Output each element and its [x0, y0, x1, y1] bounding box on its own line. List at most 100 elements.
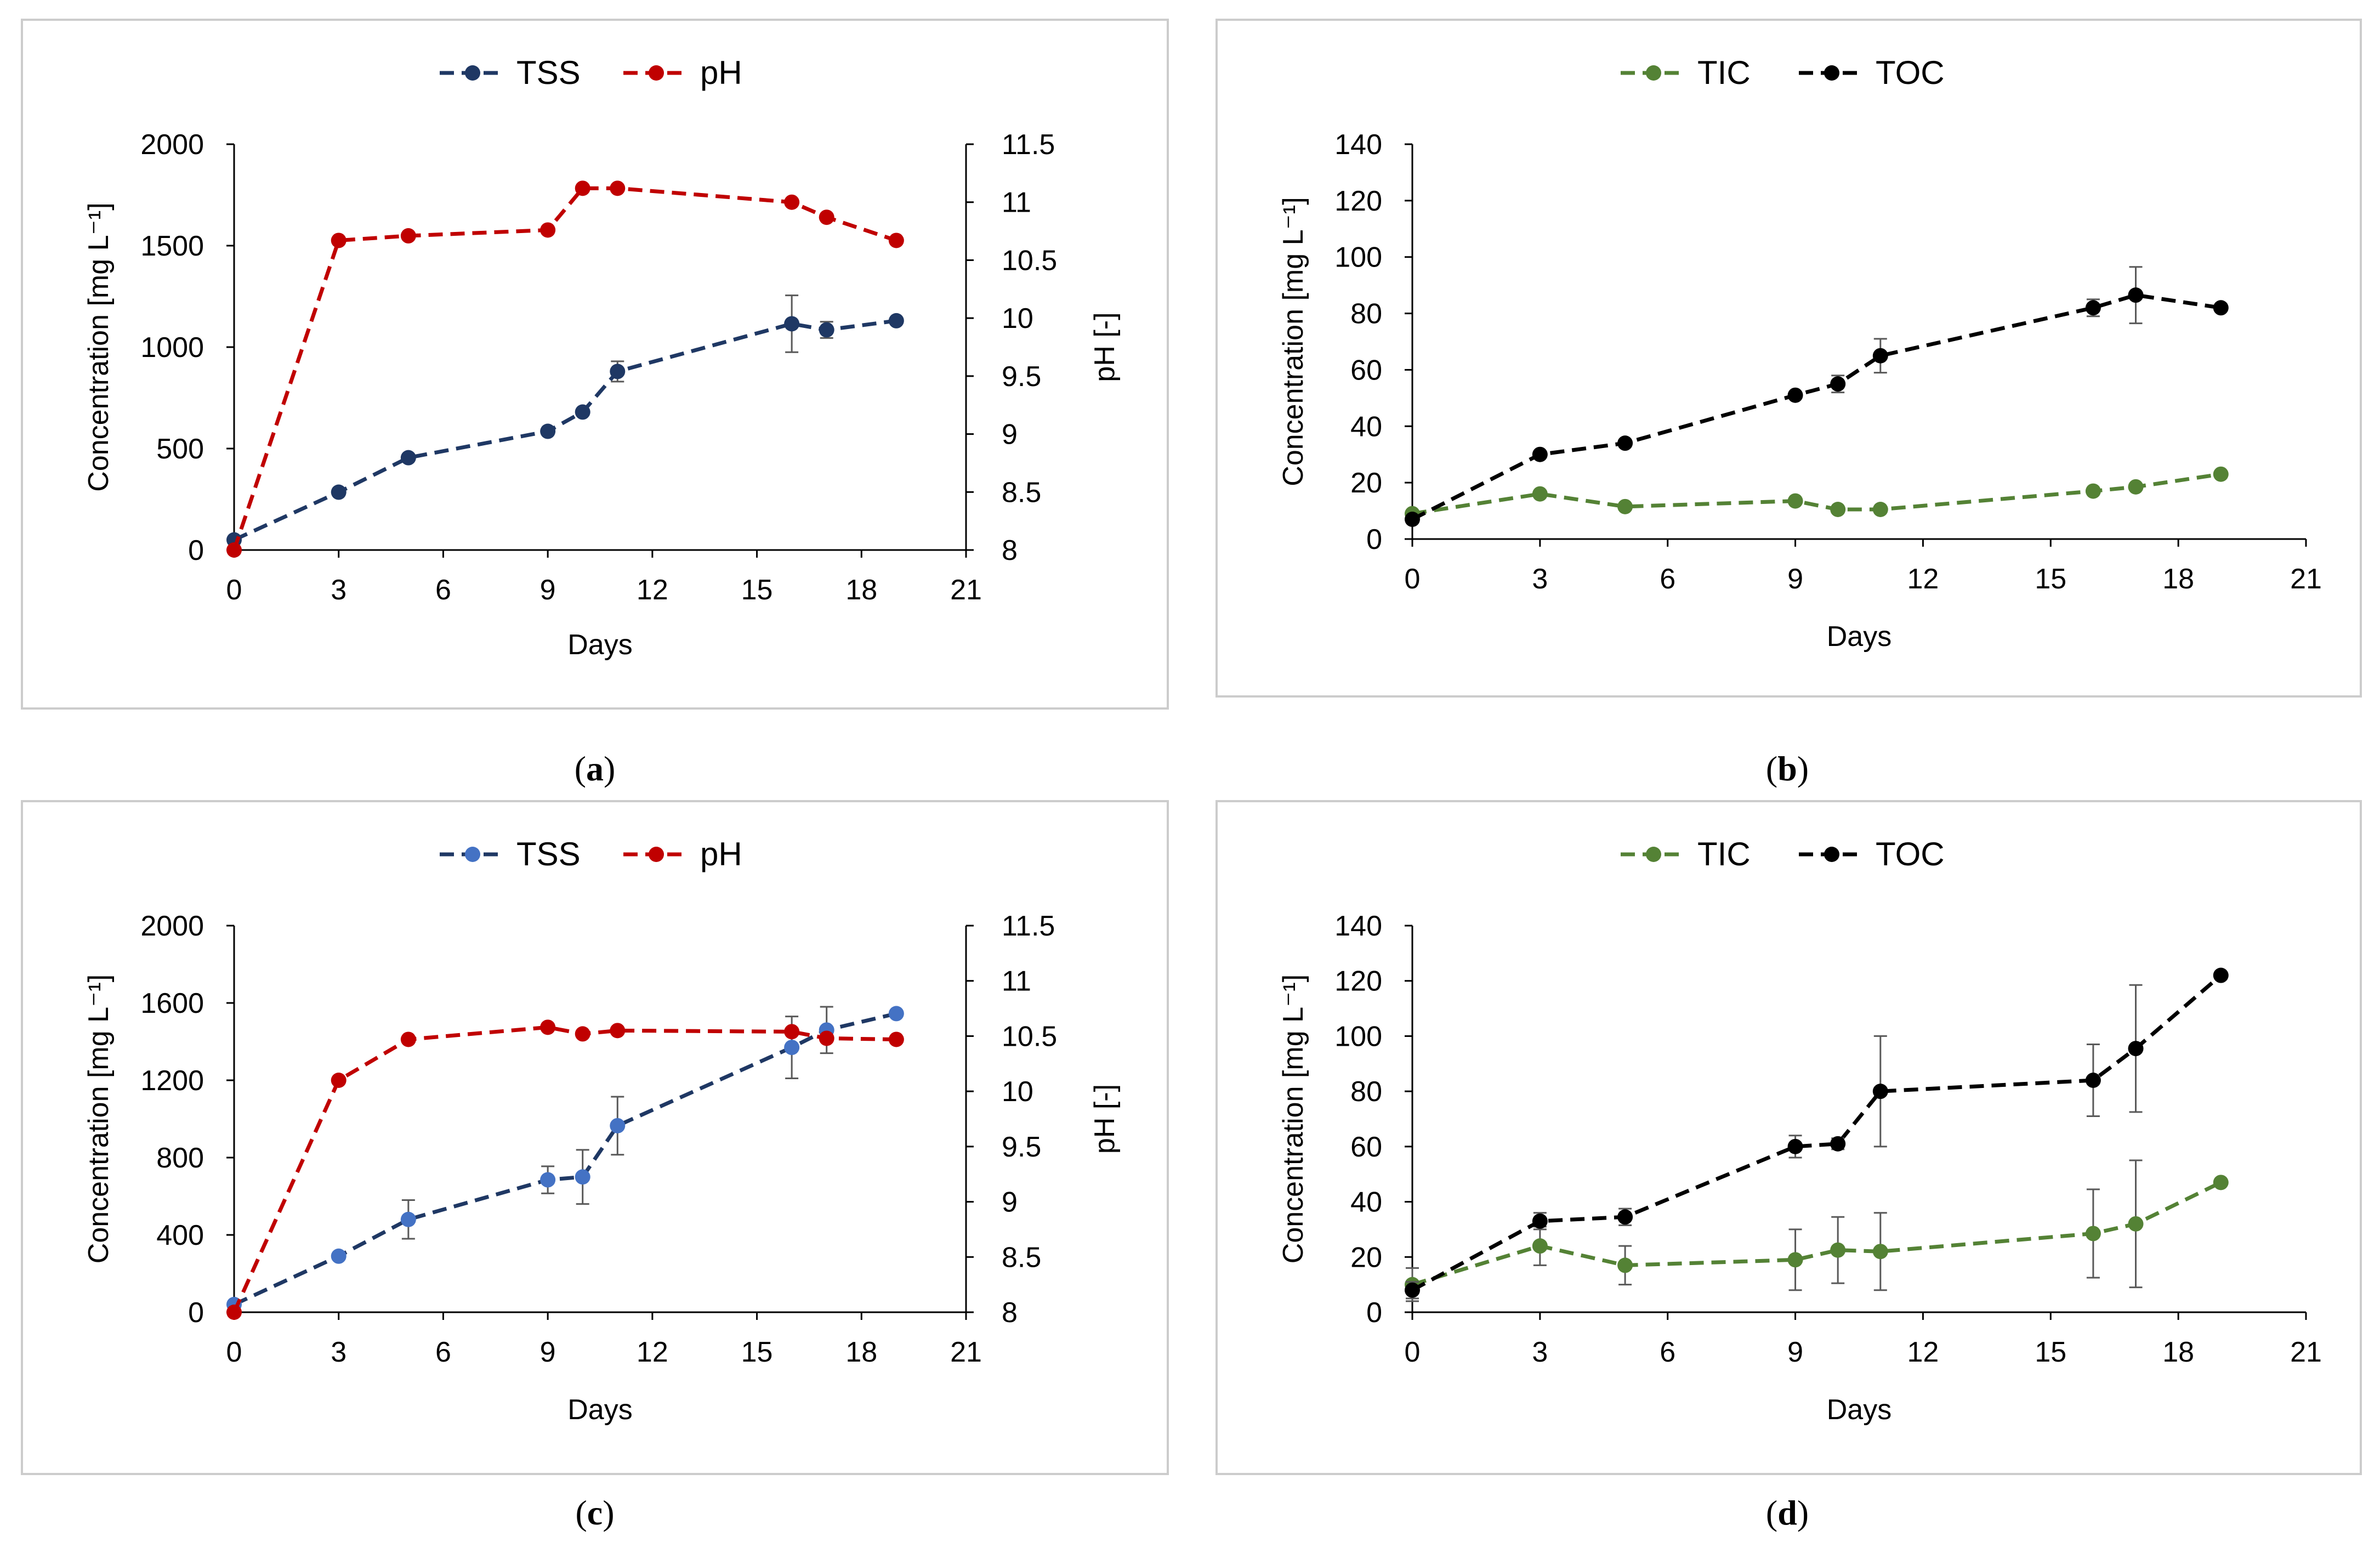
y-tick-label: 60 [1350, 354, 1382, 386]
y2-tick-label: 11.5 [1002, 910, 1055, 942]
data-point-tss [610, 364, 626, 379]
y2-tick-label: 10 [1002, 1076, 1033, 1108]
data-point-toc [1787, 1138, 1803, 1154]
legend-label-toc: TOC [1876, 54, 1945, 91]
legend-marker-tss [465, 65, 480, 81]
legend-marker-tic [1646, 847, 1661, 862]
data-point-toc [2213, 300, 2229, 316]
data-point-tic [1532, 486, 1548, 502]
data-point-ph [226, 1305, 242, 1320]
y-tick-label: 800 [156, 1142, 204, 1174]
x-tick-label: 9 [540, 1336, 556, 1368]
data-point-toc [2085, 300, 2101, 316]
x-tick-label: 21 [950, 574, 982, 606]
x-tick-label: 0 [1405, 563, 1421, 595]
data-point-ph [575, 180, 590, 196]
data-point-ph [331, 1073, 347, 1088]
data-point-ph [784, 1024, 800, 1040]
data-point-toc [2213, 967, 2229, 983]
data-point-ph [540, 222, 556, 238]
y-tick-label: 1000 [140, 332, 204, 364]
caption-d: (d) [1765, 1493, 1809, 1532]
data-point-tic [1872, 502, 1888, 517]
x-tick-label: 15 [2035, 563, 2066, 595]
data-point-ph [888, 233, 904, 248]
data-point-tss [819, 322, 834, 338]
data-point-toc [2085, 1073, 2101, 1088]
data-point-tss [400, 450, 416, 466]
x-tick-label: 21 [2290, 1336, 2322, 1368]
x-tick-label: 15 [741, 1336, 773, 1368]
y-tick-label: 0 [188, 1297, 204, 1329]
y2-tick-label: 11.5 [1002, 129, 1055, 161]
x-axis-label: Days [1827, 1394, 1891, 1426]
data-point-tic [2085, 483, 2101, 499]
x-tick-label: 6 [1660, 563, 1675, 595]
data-point-ph [610, 1023, 626, 1039]
x-tick-label: 6 [435, 1336, 451, 1368]
data-point-tss [610, 1118, 626, 1133]
y-tick-label: 500 [156, 433, 204, 465]
legend-label-toc: TOC [1876, 836, 1945, 872]
data-point-tic [1617, 1257, 1633, 1273]
data-point-toc [1787, 387, 1803, 403]
y-tick-label: 140 [1334, 129, 1382, 161]
y2-tick-label: 9 [1002, 419, 1018, 451]
legend-label-tss: TSS [516, 54, 581, 91]
data-point-tic [2085, 1226, 2101, 1241]
x-axis-label: Days [1827, 621, 1891, 653]
data-point-tic [1787, 493, 1803, 509]
data-point-tss [888, 1006, 904, 1022]
y-tick-label: 1500 [140, 230, 204, 262]
y-tick-label: 2000 [140, 129, 204, 161]
data-point-ph [819, 209, 834, 225]
data-point-tss [784, 316, 800, 332]
y-tick-label: 80 [1350, 1076, 1382, 1108]
x-tick-label: 9 [1787, 563, 1803, 595]
data-point-ph [819, 1030, 834, 1046]
data-point-tss [540, 423, 556, 439]
chart-svg-d: 0 3 6 9 12 15 18 21 0 20 40 60 80 100 120 140 Days Concen… [1277, 836, 2322, 1426]
data-point-tss [540, 1172, 556, 1188]
data-point-toc [1405, 1282, 1420, 1298]
series-line-tss [233, 319, 897, 542]
data-point-toc [1532, 1213, 1548, 1229]
data-point-tic [1787, 1252, 1803, 1268]
y-axis-label: Concentration [mg L⁻¹] [83, 202, 115, 491]
x-tick-label: 12 [637, 1336, 668, 1368]
data-point-ph [888, 1031, 904, 1047]
legend-label-ph: pH [700, 54, 742, 91]
data-point-ph [400, 228, 416, 244]
data-point-tss [400, 1211, 416, 1227]
data-point-tic [1617, 498, 1633, 514]
y-tick-label: 80 [1350, 298, 1382, 330]
x-tick-label: 18 [2162, 563, 2194, 595]
legend-marker-toc [1824, 65, 1839, 81]
y-tick-label: 2000 [140, 910, 204, 942]
data-point-tss [784, 1040, 800, 1056]
chart-panel-a: 0 3 6 9 12 15 18 21 0 500 1000 1500 2000 8 8.5 9 9.5 10 10… [21, 19, 1169, 710]
x-tick-label: 12 [1907, 563, 1939, 595]
x-tick-label: 3 [1532, 563, 1548, 595]
x-tick-label: 18 [845, 574, 877, 606]
legend-marker-tss [465, 847, 480, 862]
y-tick-label: 100 [1334, 242, 1382, 274]
x-tick-label: 15 [741, 574, 773, 606]
y-tick-label: 60 [1350, 1131, 1382, 1163]
y2-tick-label: 11 [1002, 966, 1031, 997]
series-line-tic [1411, 1181, 2222, 1286]
y2-tick-label: 8.5 [1002, 1241, 1041, 1273]
x-tick-label: 3 [331, 574, 347, 606]
legend-marker-tic [1646, 65, 1661, 81]
y-tick-label: 120 [1334, 966, 1382, 997]
x-tick-label: 15 [2035, 1336, 2066, 1368]
series-line-ph [232, 1025, 896, 1313]
data-point-ph [331, 233, 347, 248]
y2-tick-label: 8 [1002, 535, 1018, 566]
y2-tick-label: 9.5 [1002, 361, 1041, 393]
x-tick-label: 12 [637, 574, 668, 606]
series-line-ph [232, 186, 897, 551]
y2-tick-label: 11 [1002, 187, 1031, 219]
data-point-ph [226, 542, 242, 558]
data-point-tic [1830, 1242, 1846, 1258]
